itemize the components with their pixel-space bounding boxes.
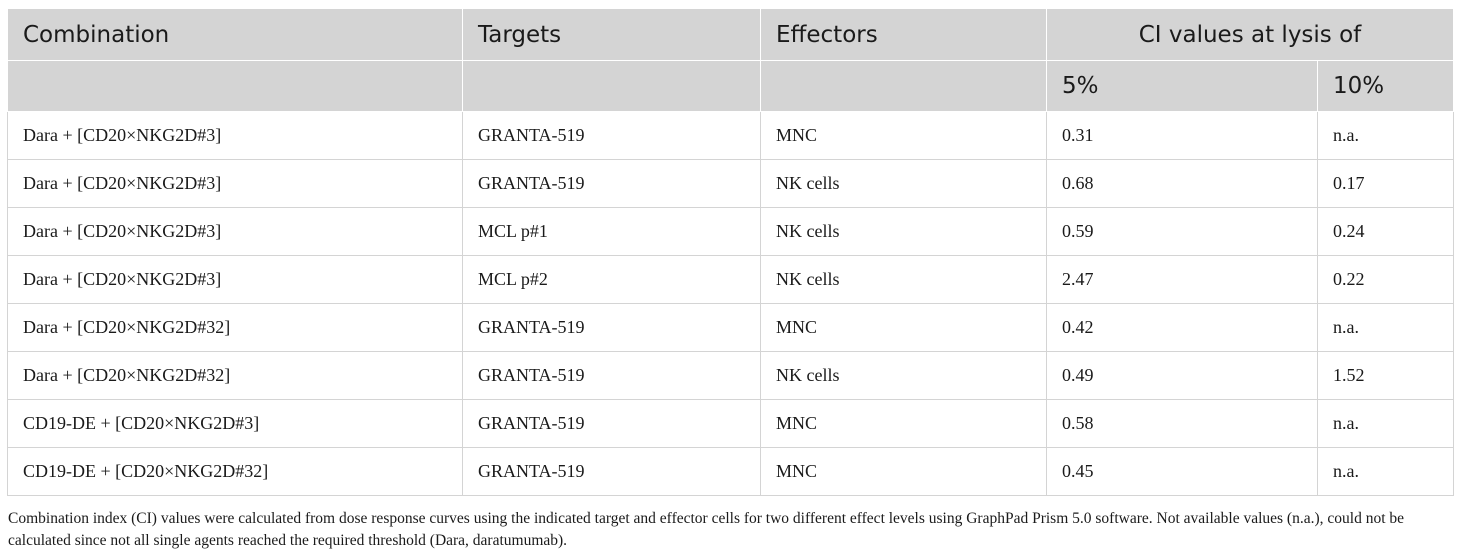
table-row: Dara + [CD20×NKG2D#3] GRANTA-519 NK cell…	[7, 159, 1455, 208]
cell-targets: GRANTA-519	[462, 159, 761, 208]
table-row: CD19-DE + [CD20×NKG2D#32] GRANTA-519 MNC…	[7, 447, 1455, 496]
cell-targets: GRANTA-519	[462, 447, 761, 496]
table-row: CD19-DE + [CD20×NKG2D#3] GRANTA-519 MNC …	[7, 399, 1455, 448]
table-body: Dara + [CD20×NKG2D#3] GRANTA-519 MNC 0.3…	[7, 111, 1455, 496]
cell-effectors: MNC	[760, 447, 1047, 496]
cell-ci-10: 1.52	[1316, 351, 1455, 400]
table-row: Dara + [CD20×NKG2D#3] MCL p#1 NK cells 0…	[7, 207, 1455, 256]
table-container: Combination Targets Effectors CI values …	[7, 8, 1455, 496]
cell-effectors: NK cells	[760, 351, 1047, 400]
table-row: Dara + [CD20×NKG2D#3] GRANTA-519 MNC 0.3…	[7, 111, 1455, 160]
cell-targets: GRANTA-519	[462, 399, 761, 448]
header-row-primary: Combination Targets Effectors CI values …	[7, 8, 1455, 61]
header-targets: Targets	[462, 8, 761, 61]
cell-ci-5: 0.59	[1046, 207, 1318, 256]
cell-effectors: NK cells	[760, 207, 1047, 256]
header-empty-3	[760, 60, 1047, 112]
cell-effectors: NK cells	[760, 255, 1047, 304]
header-row-secondary: 5% 10%	[7, 60, 1455, 112]
table-header: Combination Targets Effectors CI values …	[7, 8, 1455, 112]
header-ci-10: 10%	[1316, 60, 1455, 112]
header-ci-group: CI values at lysis of	[1045, 8, 1455, 61]
cell-combination: Dara + [CD20×NKG2D#3]	[7, 255, 463, 304]
cell-ci-5: 0.58	[1046, 399, 1318, 448]
cell-targets: MCL p#1	[462, 207, 761, 256]
cell-ci-5: 0.68	[1046, 159, 1318, 208]
cell-combination: Dara + [CD20×NKG2D#3]	[7, 159, 463, 208]
cell-combination: CD19-DE + [CD20×NKG2D#32]	[7, 447, 463, 496]
table-row: Dara + [CD20×NKG2D#32] GRANTA-519 MNC 0.…	[7, 303, 1455, 352]
cell-effectors: MNC	[760, 303, 1047, 352]
header-empty-2	[462, 60, 761, 112]
cell-targets: GRANTA-519	[462, 111, 761, 160]
table-row: Dara + [CD20×NKG2D#32] GRANTA-519 NK cel…	[7, 351, 1455, 400]
cell-effectors: MNC	[760, 111, 1047, 160]
cell-combination: CD19-DE + [CD20×NKG2D#3]	[7, 399, 463, 448]
header-empty-1	[7, 60, 463, 112]
cell-targets: GRANTA-519	[462, 351, 761, 400]
cell-ci-5: 0.45	[1046, 447, 1318, 496]
cell-ci-10: n.a.	[1316, 399, 1455, 448]
cell-ci-10: 0.24	[1316, 207, 1455, 256]
cell-combination: Dara + [CD20×NKG2D#32]	[7, 303, 463, 352]
header-combination: Combination	[7, 8, 463, 61]
cell-ci-5: 0.31	[1046, 111, 1318, 160]
cell-ci-10: n.a.	[1316, 111, 1455, 160]
cell-effectors: NK cells	[760, 159, 1047, 208]
table-caption: Combination index (CI) values were calcu…	[8, 510, 1404, 549]
ci-values-table: Combination Targets Effectors CI values …	[7, 8, 1455, 496]
cell-combination: Dara + [CD20×NKG2D#3]	[7, 111, 463, 160]
cell-ci-10: n.a.	[1316, 447, 1455, 496]
header-effectors: Effectors	[760, 8, 1047, 61]
cell-ci-10: n.a.	[1316, 303, 1455, 352]
cell-ci-10: 0.17	[1316, 159, 1455, 208]
cell-effectors: MNC	[760, 399, 1047, 448]
cell-ci-10: 0.22	[1316, 255, 1455, 304]
header-ci-5: 5%	[1046, 60, 1318, 112]
cell-combination: Dara + [CD20×NKG2D#32]	[7, 351, 463, 400]
table-row: Dara + [CD20×NKG2D#3] MCL p#2 NK cells 2…	[7, 255, 1455, 304]
cell-ci-5: 0.49	[1046, 351, 1318, 400]
cell-combination: Dara + [CD20×NKG2D#3]	[7, 207, 463, 256]
cell-targets: MCL p#2	[462, 255, 761, 304]
cell-targets: GRANTA-519	[462, 303, 761, 352]
cell-ci-5: 2.47	[1046, 255, 1318, 304]
cell-ci-5: 0.42	[1046, 303, 1318, 352]
